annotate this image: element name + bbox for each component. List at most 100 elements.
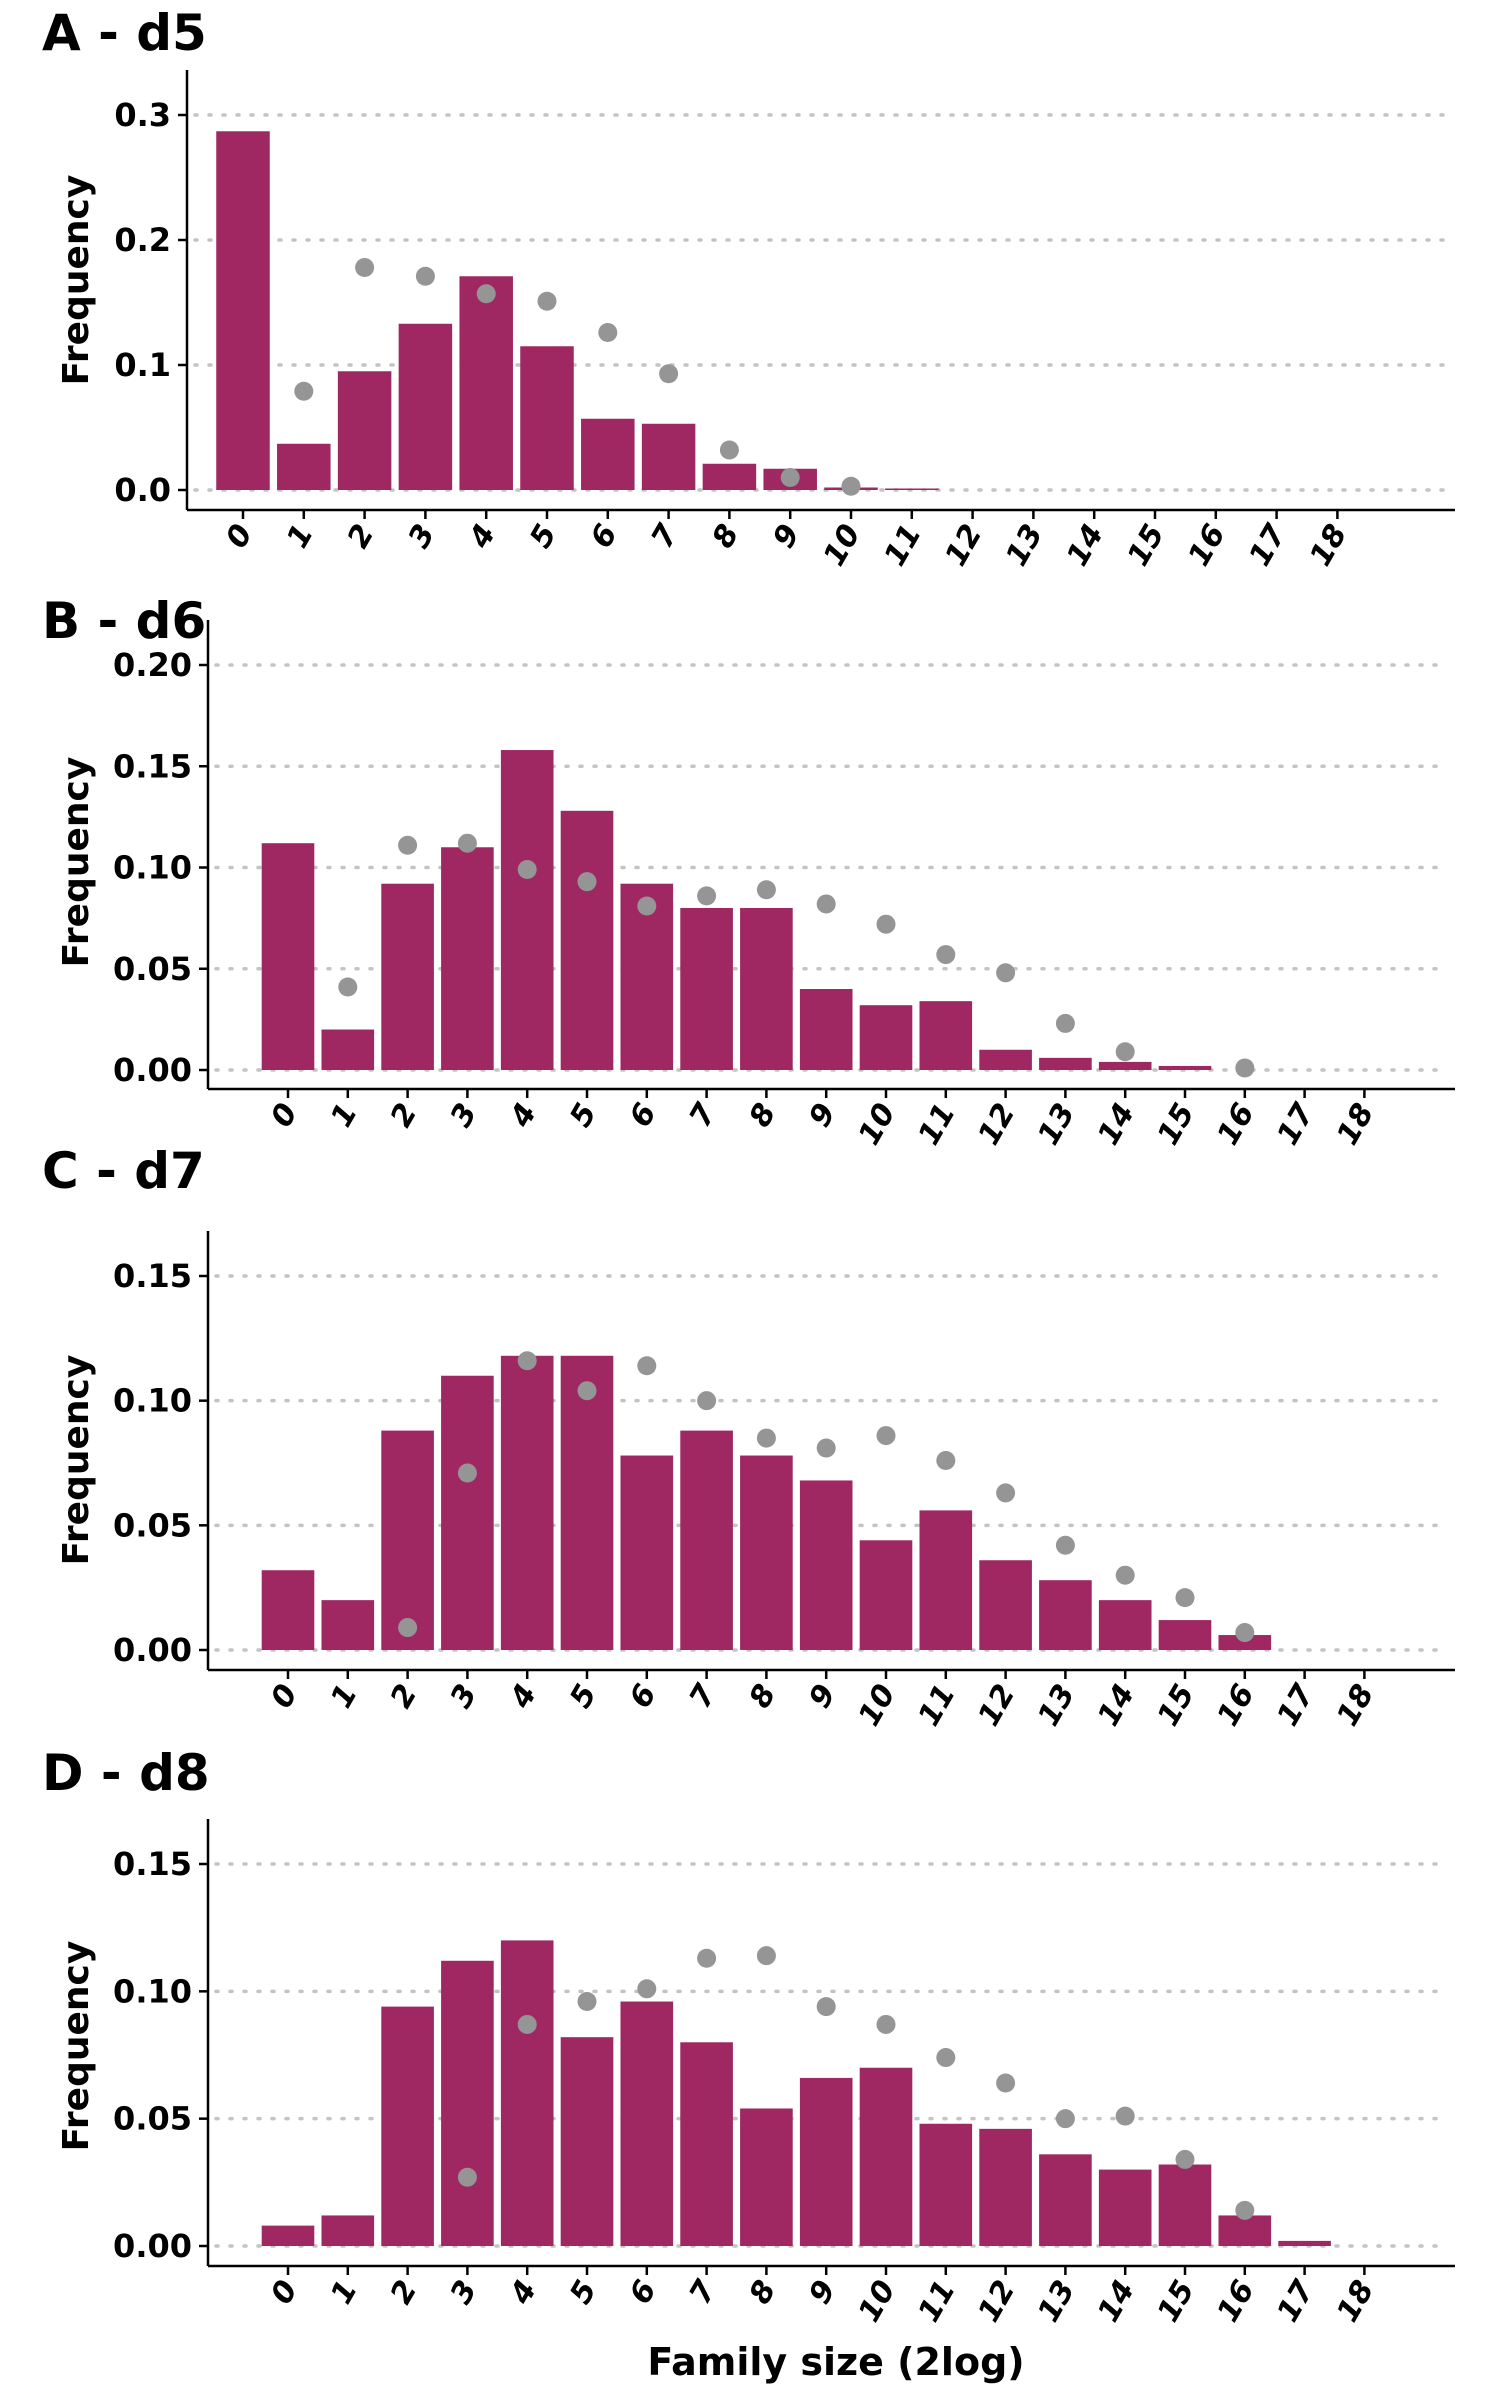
panel-b-bar-7 (680, 908, 733, 1070)
panel-a-xtick-label: 8 (706, 519, 747, 555)
panel-d-point-4 (517, 2014, 537, 2034)
panel-a-point-6 (598, 323, 618, 342)
panel-a-xtick-label: 18 (1303, 519, 1354, 573)
panel-b-point-10 (876, 914, 896, 934)
panel-d-point-14 (1115, 2106, 1135, 2126)
panel-c-ytick-label: 0.15 (113, 1257, 192, 1295)
panel-c-xtick-label: 12 (971, 1679, 1022, 1733)
panel-c-bar-9 (799, 1480, 853, 1650)
panel-d-point-11 (936, 2048, 956, 2068)
panel-c-xtick-label: 14 (1091, 1679, 1142, 1733)
panel-c-xtick-label: 1 (324, 1679, 365, 1715)
panel-b-ytick-label: 0.10 (113, 849, 192, 887)
panel-b-xtick-label: 5 (563, 1098, 604, 1134)
panel-b-bar-13 (1039, 1057, 1092, 1070)
panel-a-point-3 (415, 266, 435, 286)
panel-c-xtick-label: 8 (743, 1679, 784, 1715)
panel-d-bar-12 (979, 2128, 1032, 2246)
panel-b-point-14 (1115, 1042, 1135, 1062)
panel-b-xtick-label: 10 (852, 1098, 903, 1152)
panel-d-y-axis-label: Frequency (56, 1941, 97, 2152)
panel-d-bar-5 (560, 2037, 614, 2246)
panel-a-xtick-label: 9 (766, 519, 807, 555)
panel-c-point-9 (816, 1438, 836, 1458)
panel-d-ytick-label: 0.15 (113, 1845, 192, 1883)
panel-b-bar-4 (500, 750, 554, 1070)
panel-d-bar-8 (740, 2108, 793, 2246)
panel-a-point-7 (659, 364, 679, 384)
panel-c-bar-13 (1039, 1580, 1092, 1650)
panel-c-xtick-label: 5 (563, 1679, 604, 1715)
panel-c-xtick-label: 2 (384, 1679, 425, 1715)
panel-d-xtick-label: 3 (444, 2275, 485, 2311)
panel-d-bar-15 (1158, 2164, 1212, 2246)
panel-d-bar-2 (381, 2006, 434, 2246)
panel-b-bar-3 (441, 847, 494, 1070)
panel-c-bar-3 (441, 1375, 494, 1650)
panel-b-bar-10 (859, 1005, 913, 1070)
panel-d-xtick-label: 5 (563, 2275, 604, 2311)
panel-b-ytick-label: 0.00 (113, 1051, 192, 1089)
x-axis-label: Family size (2log) (647, 2340, 1024, 2384)
panel-b-point-6 (637, 896, 657, 916)
panel-d-xtick-label: 18 (1330, 2275, 1381, 2329)
panel-d-bar-9 (799, 2077, 853, 2246)
panel-d-ytick-label: 0.10 (113, 1972, 192, 2010)
panel-c-bar-14 (1098, 1600, 1152, 1650)
panel-b-xtick-label: 11 (912, 1098, 963, 1152)
panel-a-bar-11 (885, 488, 939, 490)
panel-a-xtick-label: 3 (402, 519, 443, 555)
panel-d-bar-17 (1278, 2240, 1331, 2246)
panel-c-xtick-label: 4 (503, 1679, 544, 1715)
panel-c-xtick-label: 10 (852, 1679, 903, 1733)
panel-c-xtick-label: 11 (912, 1679, 963, 1733)
panel-b-xtick-label: 4 (503, 1098, 544, 1134)
panel-c-bar-6 (620, 1455, 674, 1650)
panel-b-point-5 (577, 872, 597, 892)
panel-b-xtick-label: 8 (743, 1098, 784, 1134)
panel-b-point-7 (697, 886, 717, 906)
panel-a-point-9 (780, 468, 800, 487)
panel-c-xtick-label: 16 (1211, 1679, 1262, 1733)
panel-a-point-5 (537, 291, 557, 311)
panel-b-bar-11 (919, 1001, 973, 1070)
panel-b-bar-14 (1098, 1061, 1152, 1070)
panel-b-bar-8 (740, 908, 793, 1070)
panel-c-bar-2 (381, 1430, 434, 1650)
panel-d-point-8 (756, 1946, 776, 1966)
panel-b-xtick-label: 16 (1211, 1098, 1262, 1152)
panel-a-xtick-label: 16 (1182, 519, 1233, 573)
panel-d-bar-0 (261, 2225, 315, 2246)
panel-c-point-2 (398, 1618, 418, 1638)
panel-d-xtick-label: 14 (1091, 2275, 1142, 2329)
panel-c-point-16 (1235, 1623, 1255, 1643)
panel-a-point-2 (355, 258, 375, 277)
panel-a-ytick-label: 0.3 (114, 96, 171, 134)
panel-b-xtick-label: 3 (444, 1098, 485, 1134)
panel-c-point-14 (1115, 1565, 1135, 1585)
panel-d-bar-3 (441, 1960, 494, 2246)
panel-b-ytick-label: 0.15 (113, 747, 192, 785)
panel-c-point-6 (637, 1356, 657, 1376)
panel-b-xtick-label: 17 (1270, 1097, 1321, 1151)
panel-b-xtick-label: 0 (264, 1098, 305, 1134)
panel-b-bar-12 (979, 1049, 1032, 1070)
panel-d-xtick-label: 2 (384, 2275, 425, 2311)
panel-d-ytick-label: 0.00 (113, 2227, 192, 2265)
panel-d-xtick-label: 12 (971, 2275, 1022, 2329)
panel-b-point-13 (1055, 1013, 1075, 1033)
panel-c-point-11 (936, 1451, 956, 1471)
panel-d-bar-11 (919, 2123, 973, 2246)
panel-a-xtick-label: 11 (878, 519, 929, 573)
panel-a-xtick-label: 6 (584, 519, 625, 555)
panel-c-bar-12 (979, 1560, 1032, 1650)
panel-d-title: D - d8 (42, 1744, 210, 1802)
panel-d-bar-10 (859, 2067, 913, 2246)
panel-c-xtick-label: 13 (1031, 1679, 1082, 1733)
panel-a-bar-5 (520, 346, 574, 490)
panel-c-ytick-label: 0.05 (113, 1506, 192, 1544)
